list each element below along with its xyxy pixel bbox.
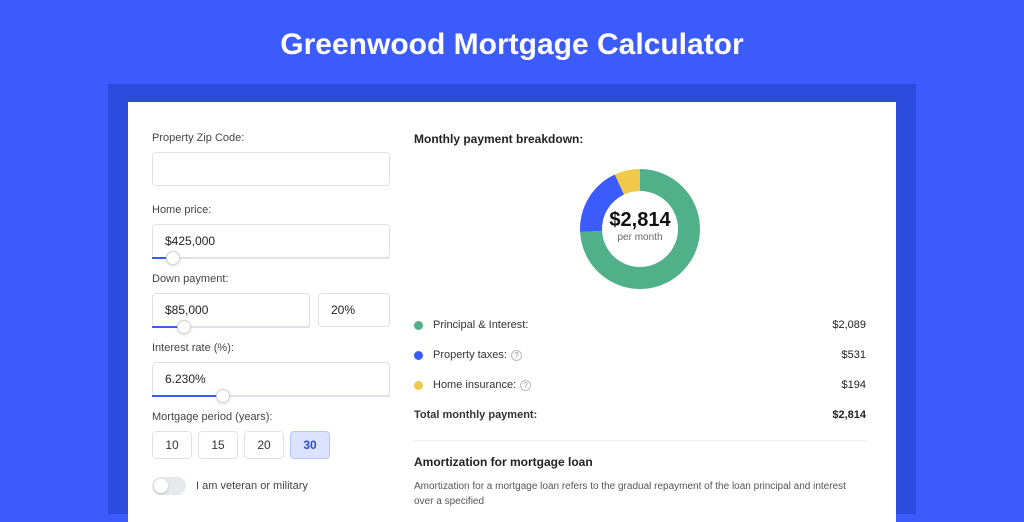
legend-value: $531	[842, 349, 866, 361]
veteran-toggle-row: I am veteran or military	[152, 477, 390, 495]
legend-dot	[414, 351, 423, 360]
legend-row: Principal & Interest:$2,089	[414, 310, 866, 340]
interest-rate-label: Interest rate (%):	[152, 342, 390, 354]
legend-label: Home insurance:?	[433, 379, 842, 391]
donut-sub: per month	[600, 232, 680, 243]
legend-value: $2,089	[832, 319, 866, 331]
period-option-15[interactable]: 15	[198, 431, 238, 459]
zip-input[interactable]	[152, 152, 390, 186]
period-option-20[interactable]: 20	[244, 431, 284, 459]
home-price-slider-thumb[interactable]	[166, 251, 180, 265]
legend-dot	[414, 381, 423, 390]
form-column: Property Zip Code: Home price: Down paym…	[152, 132, 390, 522]
interest-rate-input[interactable]	[152, 362, 390, 396]
home-price-group: Home price:	[152, 204, 390, 259]
info-icon[interactable]: ?	[520, 380, 531, 391]
interest-rate-slider[interactable]	[152, 395, 390, 397]
legend-value: $194	[842, 379, 866, 391]
legend-label: Property taxes:?	[433, 349, 842, 361]
home-price-label: Home price:	[152, 204, 390, 216]
veteran-toggle[interactable]	[152, 477, 186, 495]
calculator-card: Property Zip Code: Home price: Down paym…	[128, 102, 896, 522]
mortgage-period-group: Mortgage period (years): 10152030	[152, 411, 390, 459]
total-label: Total monthly payment:	[414, 409, 832, 421]
home-price-input[interactable]	[152, 224, 390, 258]
legend-dot	[414, 321, 423, 330]
page-title: Greenwood Mortgage Calculator	[0, 0, 1024, 84]
interest-rate-group: Interest rate (%):	[152, 342, 390, 397]
down-payment-group: Down payment:	[152, 273, 390, 328]
inner-band: Property Zip Code: Home price: Down paym…	[108, 84, 916, 514]
divider	[414, 440, 866, 441]
zip-label: Property Zip Code:	[152, 132, 390, 144]
amortization-title: Amortization for mortgage loan	[414, 455, 866, 469]
down-payment-slider[interactable]	[152, 326, 310, 328]
info-icon[interactable]: ?	[511, 350, 522, 361]
down-payment-pct-input[interactable]	[318, 293, 390, 327]
interest-rate-slider-thumb[interactable]	[216, 389, 230, 403]
down-payment-input[interactable]	[152, 293, 310, 327]
period-option-30[interactable]: 30	[290, 431, 330, 459]
breakdown-title: Monthly payment breakdown:	[414, 132, 866, 146]
legend-label: Principal & Interest:	[433, 319, 832, 331]
down-payment-slider-thumb[interactable]	[177, 320, 191, 334]
mortgage-period-label: Mortgage period (years):	[152, 411, 390, 423]
home-price-slider[interactable]	[152, 257, 390, 259]
toggle-knob	[154, 479, 168, 493]
legend-row: Property taxes:?$531	[414, 340, 866, 370]
breakdown-column: Monthly payment breakdown: $2,814per mon…	[414, 132, 866, 522]
total-row: Total monthly payment: $2,814	[414, 400, 866, 430]
period-option-10[interactable]: 10	[152, 431, 192, 459]
down-payment-label: Down payment:	[152, 273, 390, 285]
zip-field-group: Property Zip Code:	[152, 132, 390, 186]
veteran-label: I am veteran or military	[196, 480, 308, 492]
amortization-text: Amortization for a mortgage loan refers …	[414, 479, 866, 509]
donut-amount: $2,814	[600, 209, 680, 232]
legend-row: Home insurance:?$194	[414, 370, 866, 400]
donut-chart: $2,814per month	[414, 158, 866, 310]
total-value: $2,814	[832, 409, 866, 421]
